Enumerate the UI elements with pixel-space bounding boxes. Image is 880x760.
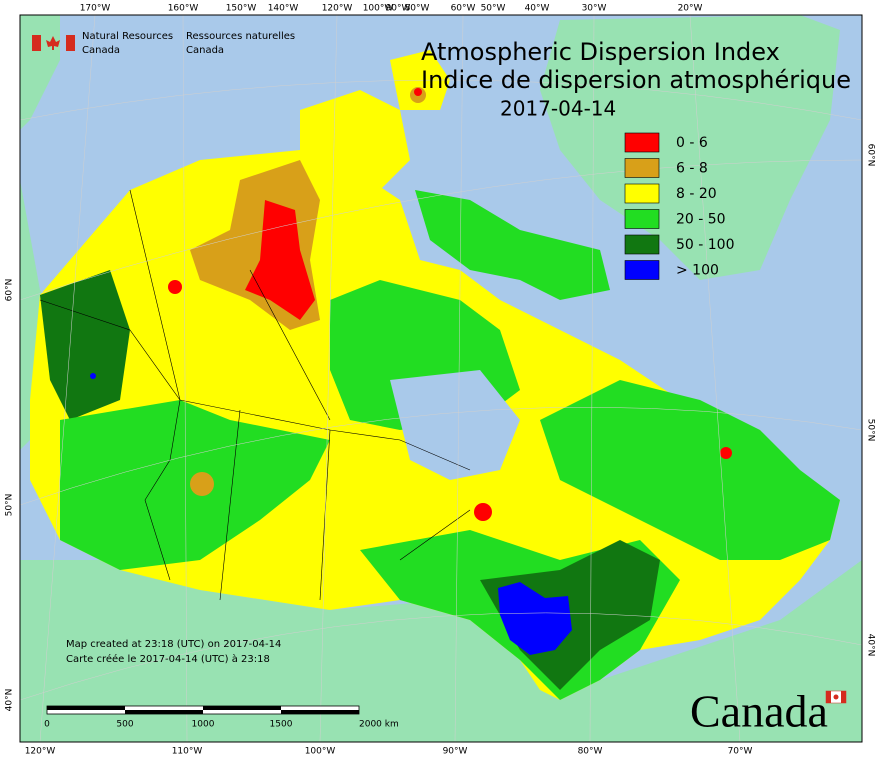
- red-spot: [720, 447, 732, 459]
- legend-swatch: [624, 234, 660, 255]
- legend-label: 8 - 20: [676, 186, 717, 202]
- arctic-red: [245, 200, 315, 320]
- scale-seg: [125, 710, 203, 714]
- lon-label: 160°W: [168, 4, 199, 14]
- lat-label: 60°N: [5, 279, 15, 302]
- legend-label: 6 - 8: [676, 161, 708, 177]
- legend-swatch: [624, 132, 660, 153]
- lon-label: 20°W: [678, 4, 703, 14]
- scale-label: 2000 km: [359, 720, 399, 730]
- graticule-labels: 170°W 160°W 150°W 140°W 120°W 100°W90°W80°W 60…: [5, 4, 876, 757]
- blue-area: [498, 582, 572, 655]
- lon-label: 60°W: [451, 4, 476, 14]
- lon-label: 120°W: [25, 747, 56, 757]
- graticule-lines: [19, 14, 863, 743]
- maple-leaf: [46, 36, 60, 50]
- legend-label: 0 - 6: [676, 135, 708, 151]
- lon-label: 110°W: [172, 747, 203, 757]
- legend-swatch: [624, 183, 660, 204]
- agency-signature: Natural Resources Canada Ressources natu…: [32, 31, 295, 56]
- scale-seg: [281, 710, 359, 714]
- lon-label: 150°W: [226, 4, 257, 14]
- lat-label: 50°N: [866, 419, 876, 442]
- legend-label: 50 - 100: [676, 237, 735, 253]
- lon-label: 30°W: [582, 4, 607, 14]
- lon-label: 50°W: [481, 4, 506, 14]
- lat-label: 50°N: [5, 494, 15, 517]
- scale-label: 1500: [270, 720, 293, 730]
- wordmark-flag: [825, 690, 847, 704]
- blue-spot: [90, 373, 96, 379]
- flag-bar: [32, 35, 41, 51]
- credit: Map created at 23:18 (UTC) on 2017-04-14: [66, 639, 281, 650]
- lon-label: 80°W: [578, 747, 603, 757]
- credit: Carte créée le 2017-04-14 (UTC) à 23:18: [66, 653, 270, 665]
- legend: 0 - 6 6 - 8 8 - 20 20 - 50 50 - 100 > 100: [624, 132, 735, 280]
- agency-en: Canada: [82, 45, 120, 56]
- lon-label: 70°W: [728, 747, 753, 757]
- red-spot: [168, 280, 182, 294]
- lon-label: 100°W: [363, 4, 394, 14]
- map-frame: [19, 14, 863, 743]
- greenland-outer: [540, 15, 840, 280]
- agency-fr: Ressources naturelles: [186, 31, 295, 42]
- hudson-bay: [390, 370, 520, 480]
- lon-label: 90°W: [386, 4, 411, 14]
- scale-label: 500: [116, 720, 133, 730]
- scale-label: 1000: [192, 720, 215, 730]
- scale-bar: 0 500 1000 1500 2000 km: [44, 705, 399, 730]
- wordmark: Canada: [690, 686, 828, 737]
- usa: [20, 560, 862, 742]
- agency-en: Natural Resources: [82, 31, 173, 42]
- lon-label: 80°W: [405, 4, 430, 14]
- title: Indice de dispersion atmosphérique: [421, 66, 851, 94]
- lat-label: 60°N: [866, 144, 876, 167]
- quebec-green: [540, 380, 840, 560]
- legend-swatch: [624, 158, 660, 178]
- greenland-west: [415, 190, 610, 300]
- lat-label: 40°N: [5, 689, 15, 712]
- scale-seg: [47, 706, 125, 710]
- date: 2017-04-14: [500, 97, 616, 121]
- scale-seg: [203, 706, 281, 710]
- lon-label: 120°W: [322, 4, 353, 14]
- lon-label: 140°W: [268, 4, 299, 14]
- flag-bar: [66, 35, 75, 51]
- lon-label: 170°W: [80, 4, 111, 14]
- title: Atmospheric Dispersion Index: [421, 38, 780, 66]
- lon-label: 100°W: [305, 747, 336, 757]
- map-body: [19, 14, 863, 743]
- lon-label: 40°W: [525, 4, 550, 14]
- scale-label: 0: [44, 720, 50, 730]
- legend-swatch: [624, 209, 660, 229]
- orange-spot: [190, 472, 214, 496]
- agency-fr: Canada: [186, 45, 224, 56]
- red-spot: [414, 88, 422, 96]
- lat-label: 40°N: [866, 634, 876, 657]
- lon-label: 90°W: [443, 747, 468, 757]
- arctic-islands: [300, 90, 410, 190]
- legend-swatch: [624, 260, 660, 280]
- red-spot: [474, 503, 492, 521]
- legend-label: > 100: [676, 263, 719, 279]
- borders: [39, 189, 471, 601]
- legend-label: 20 - 50: [676, 212, 726, 228]
